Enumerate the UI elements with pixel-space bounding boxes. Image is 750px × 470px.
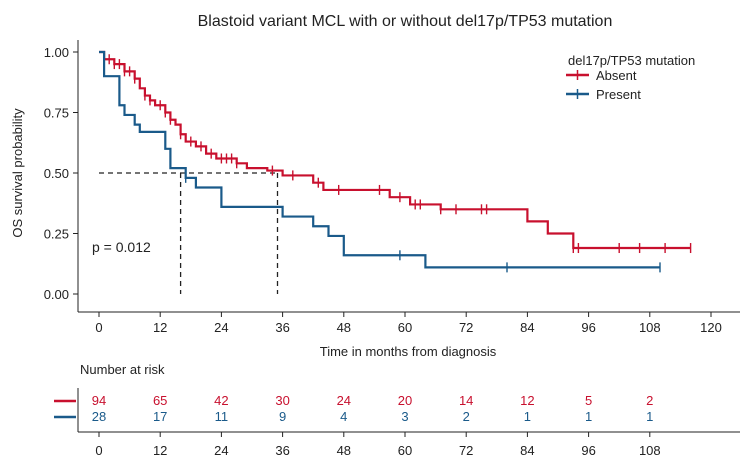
- risk-count: 24: [337, 393, 351, 408]
- x-tick-label: 60: [398, 320, 412, 335]
- risk-count: 94: [92, 393, 106, 408]
- y-tick-label: 0.00: [44, 287, 69, 302]
- risk-count: 14: [459, 393, 473, 408]
- risk-x-tick-label: 60: [398, 443, 412, 458]
- survival-curves: [99, 50, 692, 273]
- risk-table-title: Number at risk: [80, 362, 165, 377]
- risk-count: 4: [340, 409, 347, 424]
- x-tick-label: 108: [639, 320, 661, 335]
- legend-label: Present: [596, 87, 641, 102]
- x-ticks: 0 12 24 36 48 60 72 84 96 108 120: [95, 312, 722, 335]
- risk-x-tick-label: 36: [275, 443, 289, 458]
- x-tick-label: 48: [337, 320, 351, 335]
- x-tick-label: 12: [153, 320, 167, 335]
- risk-count: 1: [524, 409, 531, 424]
- risk-count: 28: [92, 409, 106, 424]
- risk-x-tick-label: 84: [520, 443, 534, 458]
- x-tick-label: 0: [95, 320, 102, 335]
- plot-frame: [77, 40, 740, 313]
- risk-x-tick-label: 108: [639, 443, 661, 458]
- chart-title: Blastoid variant MCL with or without del…: [198, 13, 613, 30]
- x-tick-label: 72: [459, 320, 473, 335]
- risk-x-tick-label: 12: [153, 443, 167, 458]
- y-tick-label: 0.75: [44, 106, 69, 121]
- risk-count: 1: [646, 409, 653, 424]
- risk-count: 2: [646, 393, 653, 408]
- risk-count: 12: [520, 393, 534, 408]
- x-tick-label: 120: [700, 320, 722, 335]
- legend: del17p/TP53 mutation Absent Present: [566, 53, 695, 102]
- risk-count: 42: [214, 393, 228, 408]
- risk-count: 1: [585, 409, 592, 424]
- risk-x-tick-label: 48: [337, 443, 351, 458]
- risk-count: 3: [401, 409, 408, 424]
- risk-x-tick-label: 0: [95, 443, 102, 458]
- risk-count: 65: [153, 393, 167, 408]
- y-tick-label: 0.25: [44, 227, 69, 242]
- p-value-annotation: p = 0.012: [92, 239, 151, 255]
- risk-count: 17: [153, 409, 167, 424]
- y-tick-label: 0.50: [44, 166, 69, 181]
- series-line-present: [99, 50, 660, 269]
- x-tick-label: 84: [520, 320, 534, 335]
- x-axis-label: Time in months from diagnosis: [320, 344, 497, 359]
- risk-x-tick-label: 24: [214, 443, 228, 458]
- risk-count: 30: [275, 393, 289, 408]
- y-axis-label: OS survival probability: [10, 108, 25, 238]
- y-ticks: 0.00 0.25 0.50 0.75 1.00: [44, 45, 78, 302]
- legend-label: Absent: [596, 68, 637, 83]
- risk-x-tick-label: 72: [459, 443, 473, 458]
- risk-table: 94 65 42 30 24 20 14 12 5 228 17 11 9 4 3 2 1 1 10 12 24 36 48…: [54, 388, 740, 458]
- y-tick-label: 1.00: [44, 45, 69, 60]
- x-tick-label: 96: [581, 320, 595, 335]
- median-lines: [99, 172, 279, 294]
- risk-x-tick-label: 96: [581, 443, 595, 458]
- risk-count: 11: [215, 409, 229, 424]
- legend-title: del17p/TP53 mutation: [568, 53, 695, 68]
- x-tick-label: 36: [275, 320, 289, 335]
- risk-count: 20: [398, 393, 412, 408]
- x-tick-label: 24: [214, 320, 228, 335]
- risk-count: 5: [585, 393, 592, 408]
- risk-count: 9: [279, 409, 286, 424]
- risk-count: 2: [463, 409, 470, 424]
